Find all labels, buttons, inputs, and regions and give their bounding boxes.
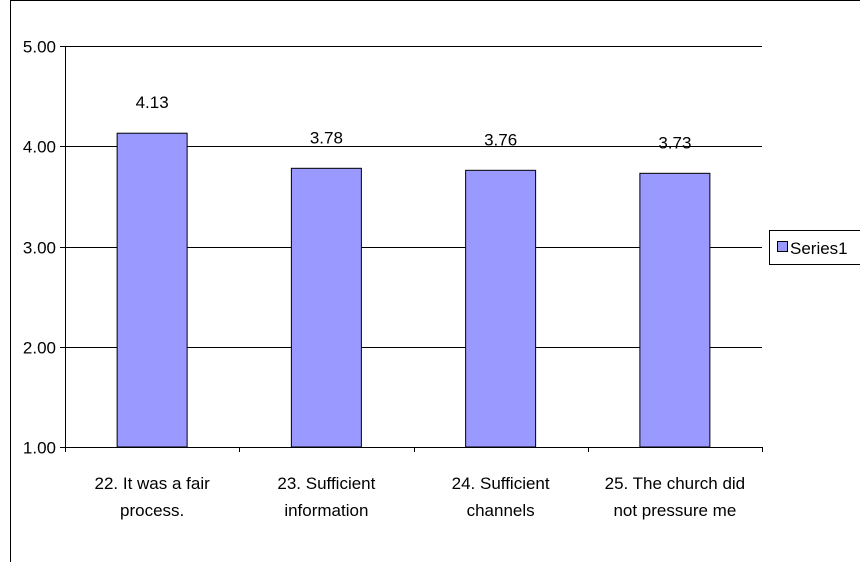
- y-tick-label: 2.00: [23, 339, 56, 358]
- bar: [466, 170, 536, 447]
- x-category-label: process.: [120, 501, 184, 520]
- x-category-label: 24. Sufficient: [452, 474, 550, 493]
- data-label: 3.73: [658, 133, 691, 152]
- x-category-label: not pressure me: [613, 501, 736, 520]
- y-tick-label: 1.00: [23, 439, 56, 458]
- data-label: 4.13: [136, 93, 169, 112]
- y-tick-label: 4.00: [23, 138, 56, 157]
- bar: [117, 133, 187, 447]
- y-tick-label: 3.00: [23, 239, 56, 258]
- data-label: 3.78: [310, 128, 343, 147]
- x-category-label: information: [284, 501, 368, 520]
- bar: [291, 168, 361, 447]
- y-tick-label: 5.00: [23, 38, 56, 57]
- legend-label: Series1: [790, 239, 848, 258]
- legend-swatch: [778, 242, 788, 252]
- x-category-label: 23. Sufficient: [277, 474, 375, 493]
- x-category-label: 22. It was a fair: [94, 474, 210, 493]
- bar: [640, 173, 710, 447]
- x-category-label: channels: [467, 501, 535, 520]
- data-label: 3.76: [484, 130, 517, 149]
- x-category-label: 25. The church did: [605, 474, 746, 493]
